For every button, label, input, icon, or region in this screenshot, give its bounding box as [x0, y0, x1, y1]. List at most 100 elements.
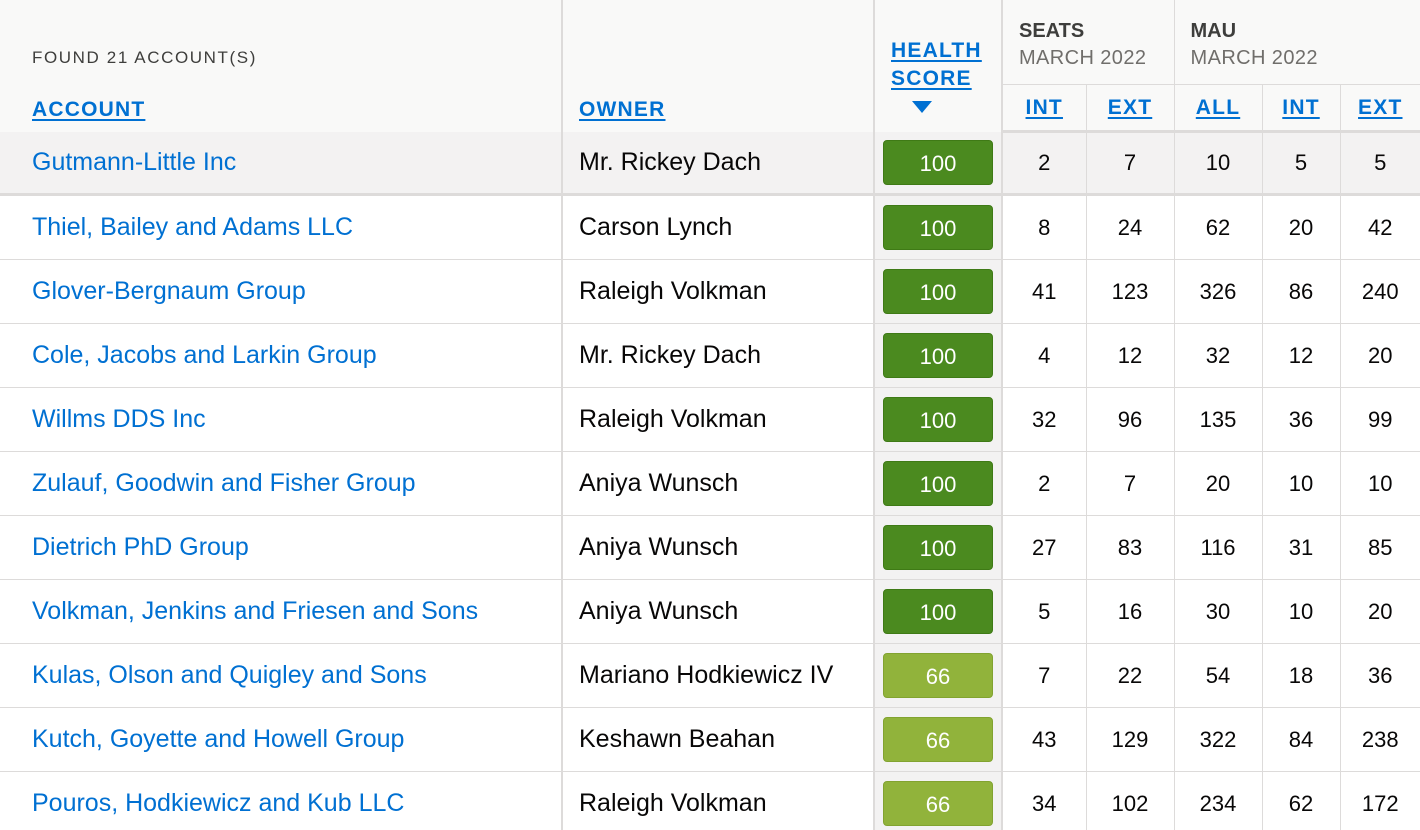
seats-ext-value: 83 [1085, 515, 1175, 580]
owner-name: Mr. Rickey Dach [561, 131, 874, 196]
table-row[interactable]: Gutmann-Little Inc Mr. Rickey Dach 100 2 7 10… [0, 131, 1420, 196]
account-link[interactable]: Gutmann-Little Inc [0, 131, 562, 196]
health-score-cell: 100 [873, 259, 1002, 324]
health-score-cell: 100 [873, 194, 1002, 260]
seats-ext-value: 7 [1085, 131, 1175, 196]
table-row[interactable]: Cole, Jacobs and Larkin Group Mr. Rickey … [0, 323, 1420, 388]
account-link[interactable]: Volkman, Jenkins and Friesen and Sons [0, 579, 562, 644]
sort-by-mau-ext-link[interactable]: EXT [1358, 95, 1403, 119]
mau-all-value: 116 [1173, 515, 1263, 580]
mau-group-period: MARCH 2022 [1190, 47, 1318, 69]
seats-int-value: 32 [1001, 387, 1086, 452]
health-score-badge: 66 [883, 781, 993, 826]
health-score-cell: 100 [873, 323, 1002, 388]
account-link[interactable]: Cole, Jacobs and Larkin Group [0, 323, 562, 388]
account-link[interactable]: Pouros, Hodkiewicz and Kub LLC [0, 771, 562, 830]
mau-int-value: 10 [1261, 579, 1341, 644]
mau-ext-value: 20 [1339, 579, 1420, 644]
seats-ext-value: 7 [1085, 451, 1175, 516]
table-row[interactable]: Kutch, Goyette and Howell Group Keshawn B… [0, 707, 1420, 772]
mau-int-value: 12 [1261, 323, 1341, 388]
owner-name: Aniya Wunsch [561, 451, 874, 516]
seats-ext-value: 129 [1085, 707, 1175, 772]
mau-int-value: 5 [1261, 131, 1341, 196]
sort-descending-icon [912, 101, 932, 113]
mau-all-value: 234 [1173, 771, 1263, 830]
health-score-label-line1: HEALTH [891, 39, 982, 62]
seats-int-value: 8 [1001, 194, 1086, 260]
health-score-badge: 100 [883, 397, 993, 442]
account-link[interactable]: Zulauf, Goodwin and Fisher Group [0, 451, 562, 516]
seats-ext-value: 12 [1085, 323, 1175, 388]
seats-int-value: 41 [1001, 259, 1086, 324]
mau-ext-value: 172 [1339, 771, 1420, 830]
table-row[interactable]: Willms DDS Inc Raleigh Volkman 100 32 96 135 3… [0, 387, 1420, 452]
sort-by-health-score-link[interactable]: HEALTH SCORE [891, 37, 982, 93]
seats-int-value: 27 [1001, 515, 1086, 580]
health-score-badge: 100 [883, 139, 993, 185]
seats-group-header: SEATS MARCH 2022 [1000, 0, 1175, 85]
owner-name: Mr. Rickey Dach [561, 323, 874, 388]
mau-all-value: 322 [1173, 707, 1263, 772]
health-score-cell: 66 [873, 643, 1002, 708]
mau-ext-value: 238 [1339, 707, 1420, 772]
mau-all-value: 30 [1173, 579, 1263, 644]
results-count: FOUND 21 ACCOUNT(S) [32, 48, 257, 67]
mau-all-value: 54 [1173, 643, 1263, 708]
owner-column-header: OWNER [561, 0, 874, 132]
health-score-badge: 100 [883, 589, 993, 634]
mau-ext-value: 36 [1339, 643, 1420, 708]
table-row[interactable]: Glover-Bergnaum Group Raleigh Volkman 100 4… [0, 259, 1420, 324]
seats-int-value: 43 [1001, 707, 1086, 772]
owner-name: Mariano Hodkiewicz IV [561, 643, 874, 708]
health-score-badge: 100 [883, 461, 993, 506]
mau-ext-value: 20 [1339, 323, 1420, 388]
account-column-header: FOUND 21 ACCOUNT(S) ACCOUNT [0, 0, 562, 132]
health-score-badge: 100 [883, 205, 993, 250]
table-row[interactable]: Zulauf, Goodwin and Fisher Group Aniya Wu… [0, 451, 1420, 516]
sort-by-seats-ext-link[interactable]: EXT [1107, 95, 1153, 119]
sort-by-owner-link[interactable]: OWNER [579, 97, 666, 121]
health-score-cell: 100 [873, 579, 1002, 644]
seats-ext-value: 24 [1085, 194, 1175, 260]
seats-int-value: 5 [1001, 579, 1086, 644]
seats-int-column-header: INT [1001, 84, 1086, 133]
mau-group-title: MAU [1190, 20, 1237, 42]
health-score-cell: 66 [873, 771, 1002, 830]
seats-ext-value: 22 [1085, 643, 1175, 708]
seats-int-value: 4 [1001, 323, 1086, 388]
seats-int-value: 34 [1001, 771, 1086, 830]
owner-name: Raleigh Volkman [561, 259, 874, 324]
owner-name: Raleigh Volkman [561, 387, 874, 452]
table-row[interactable]: Pouros, Hodkiewicz and Kub LLC Raleigh Vo… [0, 771, 1420, 830]
mau-all-value: 10 [1173, 131, 1263, 196]
mau-all-value: 32 [1173, 323, 1263, 388]
account-link[interactable]: Willms DDS Inc [0, 387, 562, 452]
account-link[interactable]: Kulas, Olson and Quigley and Sons [0, 643, 562, 708]
table-row[interactable]: Dietrich PhD Group Aniya Wunsch 100 27 83 116… [0, 515, 1420, 580]
sort-by-mau-all-link[interactable]: ALL [1195, 95, 1241, 119]
table-row[interactable]: Thiel, Bailey and Adams LLC Carson Lynch 1… [0, 194, 1420, 260]
account-link[interactable]: Kutch, Goyette and Howell Group [0, 707, 562, 772]
sort-by-account-link[interactable]: ACCOUNT [32, 97, 146, 121]
mau-ext-column-header: EXT [1339, 84, 1420, 133]
sort-by-mau-int-link[interactable]: INT [1282, 95, 1320, 119]
account-link[interactable]: Glover-Bergnaum Group [0, 259, 562, 324]
table-row[interactable]: Kulas, Olson and Quigley and Sons Mariano… [0, 643, 1420, 708]
health-score-badge: 100 [883, 269, 993, 314]
seats-int-value: 2 [1001, 131, 1086, 196]
account-link[interactable]: Dietrich PhD Group [0, 515, 562, 580]
sort-by-seats-int-link[interactable]: INT [1025, 95, 1063, 119]
health-score-badge: 100 [883, 333, 993, 378]
mau-ext-value: 99 [1339, 387, 1420, 452]
mau-ext-value: 10 [1339, 451, 1420, 516]
table-row[interactable]: Volkman, Jenkins and Friesen and Sons Ani… [0, 579, 1420, 644]
account-link[interactable]: Thiel, Bailey and Adams LLC [0, 194, 562, 260]
mau-all-value: 20 [1173, 451, 1263, 516]
seats-ext-value: 16 [1085, 579, 1175, 644]
health-score-badge: 66 [883, 653, 993, 698]
mau-int-column-header: INT [1261, 84, 1341, 133]
mau-int-value: 18 [1261, 643, 1341, 708]
seats-int-value: 7 [1001, 643, 1086, 708]
